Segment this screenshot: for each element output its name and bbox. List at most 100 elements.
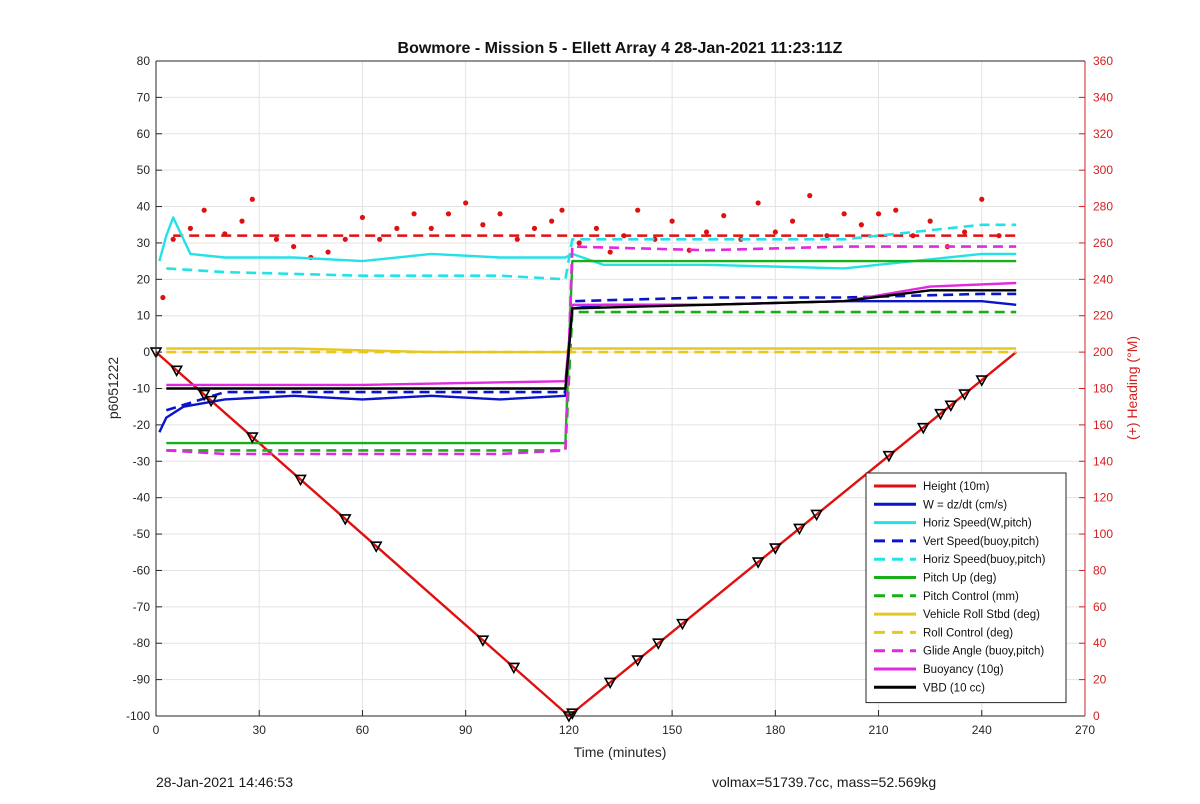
dive-marker <box>204 395 218 408</box>
y-tick-label: 0 <box>143 345 150 359</box>
legend-label: Vehicle Roll Stbd (deg) <box>923 609 1040 621</box>
heading-point <box>841 211 847 217</box>
series-line-3 <box>158 216 1017 270</box>
y2-tick-label: 160 <box>1093 418 1113 432</box>
legend-box <box>865 472 1067 704</box>
heading-point <box>576 240 582 246</box>
heading-point <box>394 225 400 231</box>
x-tick-label: 30 <box>253 723 267 737</box>
x-tick-label: 180 <box>765 723 785 737</box>
y-tick-label: 40 <box>137 200 151 214</box>
y-tick-label: -10 <box>133 382 151 396</box>
y-tick-label: 50 <box>137 163 151 177</box>
heading-point <box>807 193 813 199</box>
heading-point <box>996 233 1002 239</box>
heading-point <box>559 207 565 213</box>
dive-marker <box>810 509 823 522</box>
heading-point <box>291 243 297 250</box>
x-axis-label: Time (minutes) <box>574 744 667 760</box>
x-tick-label: 240 <box>972 723 992 737</box>
legend: Height (10m) W = dz/dt (cm/s) Horiz Speed(… <box>865 472 1067 704</box>
heading-point <box>549 218 555 224</box>
heading-point <box>497 211 503 217</box>
x-tick-label: 270 <box>1075 723 1095 737</box>
x-tick-label: 120 <box>559 723 579 737</box>
heading-point <box>377 236 383 242</box>
y2-tick-label: 0 <box>1093 709 1100 723</box>
y2-tick-label: 120 <box>1093 491 1113 505</box>
heading-point <box>621 233 627 239</box>
legend-label: Glide Angle (buoy,pitch) <box>923 646 1044 658</box>
dive-marker <box>603 677 617 690</box>
y-axis-label: p6051222 <box>105 357 121 420</box>
dive-marker <box>882 450 896 463</box>
y-tick-label: 10 <box>137 309 151 323</box>
heading-point <box>359 214 366 221</box>
y2-tick-label: 360 <box>1093 54 1113 68</box>
dive-marker <box>507 662 521 675</box>
dive-marker <box>565 708 579 720</box>
heading-point <box>755 200 761 206</box>
heading-point <box>721 213 727 219</box>
y-tick-label: -90 <box>133 673 151 687</box>
y-tick-label: -100 <box>126 709 150 723</box>
y-tick-label: -30 <box>133 454 151 468</box>
dive-marker <box>369 541 383 553</box>
y-tick-label: -20 <box>133 418 151 432</box>
heading-point <box>273 236 280 242</box>
heading-point <box>463 200 469 206</box>
y-tick-label: 30 <box>137 236 151 250</box>
dive-marker <box>916 422 930 435</box>
heading-point <box>607 249 613 255</box>
y-tick-label: -40 <box>133 491 151 505</box>
heading-point <box>480 222 486 228</box>
heading-point <box>824 233 830 239</box>
heading-point <box>325 249 331 255</box>
legend-label: Buoyancy (10g) <box>923 664 1004 676</box>
x-tick-label: 90 <box>459 723 473 737</box>
heading-point <box>669 218 675 224</box>
legend-label: Pitch Up (deg) <box>923 573 997 585</box>
y2-tick-label: 260 <box>1093 236 1113 250</box>
heading-point <box>222 231 228 237</box>
y-tick-label: 70 <box>137 90 151 104</box>
y-tick-label: 80 <box>137 54 151 68</box>
dive-marker <box>676 618 689 631</box>
series-line-4 <box>165 292 1017 412</box>
heading-point <box>875 211 882 217</box>
y2-tick-label: 200 <box>1093 345 1113 359</box>
heading-point <box>514 236 520 242</box>
x-tick-label: 210 <box>869 723 889 737</box>
series-line-11 <box>166 281 1017 387</box>
heading-point <box>201 207 207 213</box>
y2-tick-label: 240 <box>1093 272 1113 286</box>
footer-timestamp: 28-Jan-2021 14:46:53 <box>156 774 293 790</box>
dive-marker <box>768 543 782 555</box>
legend-label: Horiz Speed(buoy,pitch) <box>923 554 1046 566</box>
heading-point <box>531 225 538 231</box>
heading-point <box>249 196 255 202</box>
heading-point <box>160 294 166 301</box>
series-line-12 <box>166 289 1017 390</box>
heading-point <box>893 207 899 213</box>
dive-marker <box>170 365 184 377</box>
y2-tick-label: 340 <box>1093 90 1113 104</box>
dive-marker <box>934 408 947 421</box>
heading-point <box>411 211 417 217</box>
dive-marker <box>975 375 989 387</box>
dive-marker <box>958 389 971 401</box>
heading-point <box>927 218 933 224</box>
dive-marker <box>631 655 645 667</box>
heading-point <box>170 236 176 242</box>
heading-point <box>187 225 194 231</box>
legend-label: Roll Control (deg) <box>923 627 1013 639</box>
dive-marker <box>793 523 806 536</box>
y2-tick-label: 80 <box>1093 563 1107 577</box>
legend-label: Pitch Control (mm) <box>923 591 1019 603</box>
dive-marker <box>338 514 352 526</box>
y-tick-label: -50 <box>133 527 151 541</box>
y-tick-label: -60 <box>133 563 151 577</box>
y2-tick-label: 140 <box>1093 454 1113 468</box>
y2-tick-label: 100 <box>1093 527 1113 541</box>
heading-point <box>239 218 245 224</box>
